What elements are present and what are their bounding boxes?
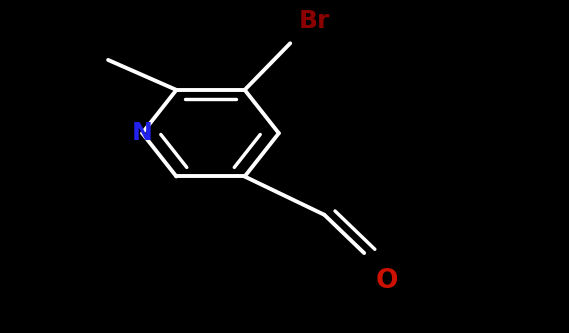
Text: N: N — [132, 121, 152, 145]
Text: O: O — [376, 268, 398, 294]
Text: Br: Br — [299, 9, 330, 33]
